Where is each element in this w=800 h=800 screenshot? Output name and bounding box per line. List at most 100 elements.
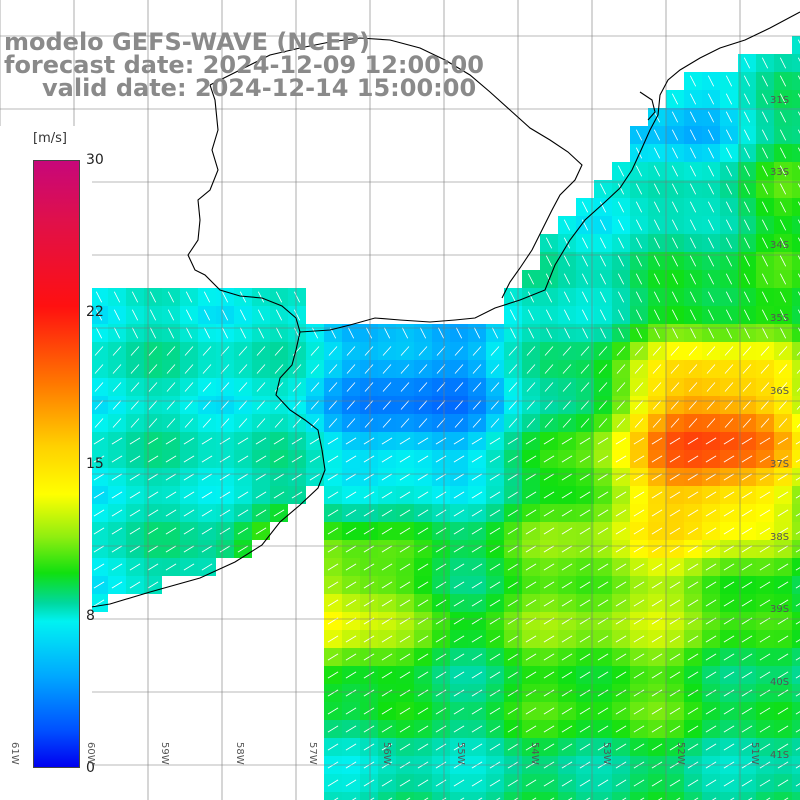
wind-arrow bbox=[669, 635, 681, 643]
wind-arrow bbox=[93, 581, 105, 589]
wind-arrow bbox=[651, 473, 663, 481]
wind-cell bbox=[792, 720, 800, 738]
wind-arrow bbox=[183, 563, 195, 571]
wind-arrow bbox=[399, 653, 411, 661]
wind-arrow bbox=[653, 219, 661, 231]
wind-arrow bbox=[149, 309, 157, 321]
wind-arrow bbox=[129, 545, 141, 553]
wind-arrow bbox=[687, 671, 699, 679]
wind-arrow bbox=[689, 75, 697, 87]
wind-arrow bbox=[779, 147, 787, 159]
wind-arrow bbox=[579, 509, 591, 517]
wind-arrow bbox=[777, 581, 789, 589]
wind-arrow bbox=[561, 743, 573, 751]
wind-arrow bbox=[489, 473, 501, 481]
wind-arrow bbox=[671, 93, 679, 105]
wind-arrow bbox=[615, 581, 627, 589]
wind-arrow bbox=[185, 291, 193, 303]
wind-arrow bbox=[417, 653, 429, 661]
wind-arrow bbox=[509, 291, 517, 303]
wind-arrow bbox=[346, 364, 356, 374]
wind-arrow bbox=[327, 563, 339, 571]
wind-arrow bbox=[795, 603, 800, 607]
wind-arrow bbox=[441, 797, 447, 800]
wind-arrow bbox=[435, 599, 447, 607]
wind-arrow bbox=[345, 635, 357, 643]
wind-arrow bbox=[381, 581, 393, 589]
wind-arrow bbox=[531, 797, 537, 800]
wind-arrow bbox=[345, 527, 357, 535]
wind-arrow bbox=[705, 455, 717, 463]
wind-arrow bbox=[797, 219, 800, 224]
wind-cell bbox=[792, 774, 800, 792]
wind-arrow bbox=[544, 382, 554, 392]
wind-arrow bbox=[327, 743, 339, 751]
wind-arrow bbox=[743, 165, 751, 177]
wind-arrow bbox=[453, 689, 465, 697]
wind-arrow bbox=[471, 725, 483, 733]
wind-arrow bbox=[705, 671, 717, 679]
wind-arrow bbox=[346, 382, 356, 392]
wind-arrow bbox=[725, 219, 733, 231]
wind-arrow bbox=[147, 545, 159, 553]
wind-arrow bbox=[741, 527, 753, 535]
wind-arrow bbox=[363, 581, 375, 589]
wind-arrow bbox=[417, 527, 429, 535]
wind-arrow bbox=[725, 111, 733, 123]
wind-arrow bbox=[671, 309, 679, 321]
wind-arrow bbox=[291, 455, 303, 463]
wind-arrow bbox=[525, 455, 537, 463]
wind-arrow bbox=[707, 255, 715, 267]
wind-cell bbox=[792, 594, 800, 612]
wind-arrow bbox=[741, 437, 753, 445]
wind-arrow bbox=[705, 599, 717, 607]
wind-cell bbox=[522, 792, 540, 800]
wind-arrow bbox=[580, 400, 590, 410]
wind-arrow bbox=[471, 545, 483, 553]
wind-arrow bbox=[400, 382, 410, 392]
wind-arrow bbox=[759, 707, 771, 715]
wind-arrow bbox=[723, 581, 735, 589]
wind-arrow bbox=[507, 563, 519, 571]
wind-arrow bbox=[742, 382, 752, 392]
model-title: modelo GEFS-WAVE (NCEP) bbox=[4, 28, 370, 56]
lat-label: 31S bbox=[770, 95, 790, 106]
wind-arrow bbox=[723, 455, 735, 463]
wind-arrow bbox=[795, 567, 800, 571]
wind-arrow bbox=[507, 599, 519, 607]
wind-arrow bbox=[669, 653, 681, 661]
wind-arrow bbox=[111, 581, 123, 589]
wind-arrow bbox=[761, 255, 769, 267]
wind-arrow bbox=[759, 563, 771, 571]
wind-arrow bbox=[599, 309, 607, 321]
wind-arrow bbox=[365, 327, 373, 339]
wind-arrow bbox=[363, 527, 375, 535]
wind-arrow bbox=[291, 473, 303, 481]
wind-arrow bbox=[743, 93, 751, 105]
wind-arrow bbox=[689, 237, 697, 249]
wind-arrow bbox=[687, 437, 699, 445]
wind-arrow bbox=[93, 599, 105, 607]
wind-arrow bbox=[345, 455, 357, 463]
wind-arrow bbox=[761, 183, 769, 195]
wind-arrow bbox=[93, 473, 105, 481]
wind-arrow bbox=[543, 743, 555, 751]
wind-arrow bbox=[203, 291, 211, 303]
wind-arrow bbox=[237, 527, 249, 535]
wind-arrow bbox=[111, 437, 123, 445]
wind-arrow bbox=[688, 418, 698, 428]
wind-arrow bbox=[202, 400, 212, 410]
wind-cell bbox=[774, 792, 792, 800]
wind-arrow bbox=[490, 364, 500, 374]
wind-arrow bbox=[562, 400, 572, 410]
wind-arrow bbox=[310, 382, 320, 392]
wind-arrow bbox=[328, 364, 338, 374]
wind-arrow bbox=[616, 382, 626, 392]
wind-arrow bbox=[615, 473, 627, 481]
wind-arrow bbox=[707, 111, 715, 123]
wind-cell bbox=[792, 432, 800, 450]
lon-label: 61W bbox=[9, 742, 20, 765]
wind-arrow bbox=[509, 309, 517, 321]
wind-arrow bbox=[617, 291, 625, 303]
wind-arrow bbox=[239, 309, 247, 321]
